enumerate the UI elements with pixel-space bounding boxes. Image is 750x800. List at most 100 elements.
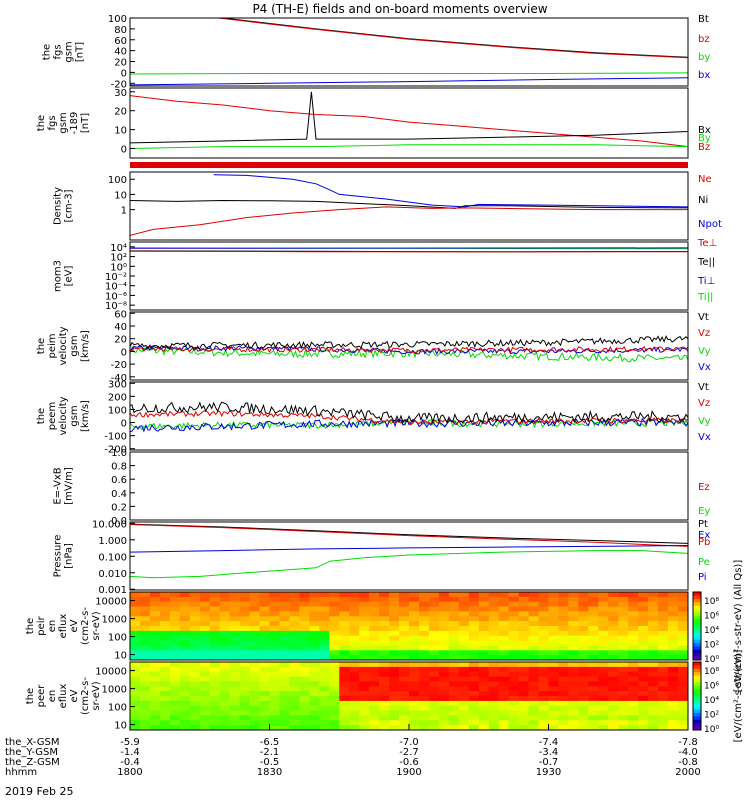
spectrogram-cell	[259, 606, 271, 613]
spectrogram-cell	[389, 725, 400, 730]
spectrogram-cell	[478, 691, 490, 697]
spectrogram-cell	[299, 635, 310, 642]
series-bz	[213, 18, 688, 59]
spectrogram-cell	[608, 611, 619, 617]
spectrogram-cell	[209, 662, 221, 668]
spectrogram-cell	[299, 691, 310, 697]
spectrogram-cell	[638, 725, 649, 730]
spectrogram-cell	[199, 710, 211, 717]
spectrogram-cell	[618, 645, 629, 651]
spectrogram-cell	[618, 601, 629, 608]
spectrogram-cell	[528, 645, 540, 651]
spectrogram-cell	[259, 720, 271, 726]
spectrogram-cell	[568, 606, 579, 613]
spectrogram-cell	[628, 626, 639, 632]
colorbar-segment	[693, 632, 701, 637]
spectrogram-cell	[249, 630, 261, 637]
spectrogram-cell	[678, 630, 688, 637]
spectrogram-cell	[618, 616, 629, 622]
spectrogram-cell	[558, 705, 570, 712]
spectrogram-cell	[319, 705, 330, 712]
spectrogram-cell	[369, 592, 380, 598]
colorbar-tick-label: 10⁶	[704, 682, 719, 692]
spectrogram-cell	[349, 715, 360, 721]
spectrogram-cell	[438, 616, 450, 622]
spectrogram-cell	[259, 645, 271, 651]
spectrogram-cell	[159, 715, 171, 721]
spectrogram-cell	[448, 630, 460, 637]
spectrogram-cell	[518, 681, 530, 687]
spectrogram-cell	[349, 671, 360, 678]
spectrogram-cell	[169, 671, 181, 678]
spectrogram-cell	[269, 621, 281, 627]
spectrogram-cell	[140, 626, 151, 632]
spectrogram-cell	[638, 676, 649, 683]
spectrogram-cell	[309, 705, 320, 712]
spectrogram-cell	[578, 710, 589, 717]
spectrogram-cell	[508, 611, 520, 617]
spectrogram-cell	[478, 662, 490, 668]
spectrogram-cell	[399, 616, 410, 622]
spectrogram-cell	[618, 725, 629, 730]
spectrogram-cell	[299, 611, 310, 617]
spectrogram-cell	[528, 650, 540, 656]
ytick-label: 100	[108, 633, 127, 644]
spectrogram-cell	[409, 596, 420, 603]
spectrogram-cell	[319, 700, 330, 707]
spectrogram-cell	[389, 666, 400, 673]
spectrogram-cell	[269, 725, 281, 730]
spectrogram-cell	[199, 662, 211, 668]
spectrogram-cell	[538, 676, 550, 683]
spectrogram-cell	[229, 611, 241, 617]
spectrogram-cell	[149, 686, 161, 692]
spectrogram-cell	[628, 606, 639, 613]
spectrogram-cell	[389, 640, 400, 647]
spectrogram-cell	[419, 720, 430, 726]
spectrogram-cell	[508, 691, 520, 697]
spectrogram-cell	[339, 616, 350, 622]
spectrogram-cell	[538, 671, 550, 678]
spectrogram-cell	[409, 621, 420, 627]
spectrogram-cell	[279, 606, 291, 613]
spectrogram-cell	[498, 650, 510, 656]
spectrogram-cell	[668, 662, 679, 668]
spectrogram-cell	[259, 666, 271, 673]
spectrogram-cell	[558, 601, 570, 608]
spectrogram-cell	[468, 616, 480, 622]
spectrogram-cell	[678, 645, 688, 651]
spectrogram-cell	[209, 655, 221, 660]
spectrogram-cell	[309, 710, 320, 717]
spectrogram-cell	[189, 671, 201, 678]
spectrogram-cell	[488, 616, 500, 622]
spectrogram-cell	[249, 601, 261, 608]
series-Npot	[213, 174, 688, 208]
ylabel-line: peim	[47, 333, 58, 358]
spectrogram-cell	[478, 635, 490, 642]
spectrogram-cell	[339, 662, 350, 668]
spectrogram-cell	[548, 645, 560, 651]
spectrogram-cell	[319, 645, 330, 651]
spectrogram-cell	[468, 606, 480, 613]
spectrogram-cell	[428, 676, 440, 683]
ylabel-line: [nT]	[80, 113, 91, 133]
spectrogram-cell	[269, 715, 281, 721]
spectrogram-cell	[438, 686, 450, 692]
colorbar-segment	[693, 702, 701, 707]
spectrogram-cell	[658, 645, 669, 651]
spectrogram-cell	[399, 696, 410, 702]
spectrogram-cell	[528, 715, 540, 721]
spectrogram-cell	[239, 700, 251, 707]
spectrogram-cell	[349, 700, 360, 707]
spectrogram-cell	[409, 710, 420, 717]
spectrogram-cell	[518, 720, 530, 726]
plot-area	[130, 401, 688, 433]
spectrogram-cell	[219, 710, 231, 717]
colorbar-segment	[693, 656, 701, 661]
spectrogram-cell	[598, 635, 609, 642]
spectrogram-cell	[628, 630, 639, 637]
spectrogram-cell	[189, 645, 201, 651]
spectrogram-cell	[658, 621, 669, 627]
spectrogram-cell	[468, 601, 480, 608]
spectrogram-cell	[209, 725, 221, 730]
spectrogram-cell	[498, 621, 510, 627]
